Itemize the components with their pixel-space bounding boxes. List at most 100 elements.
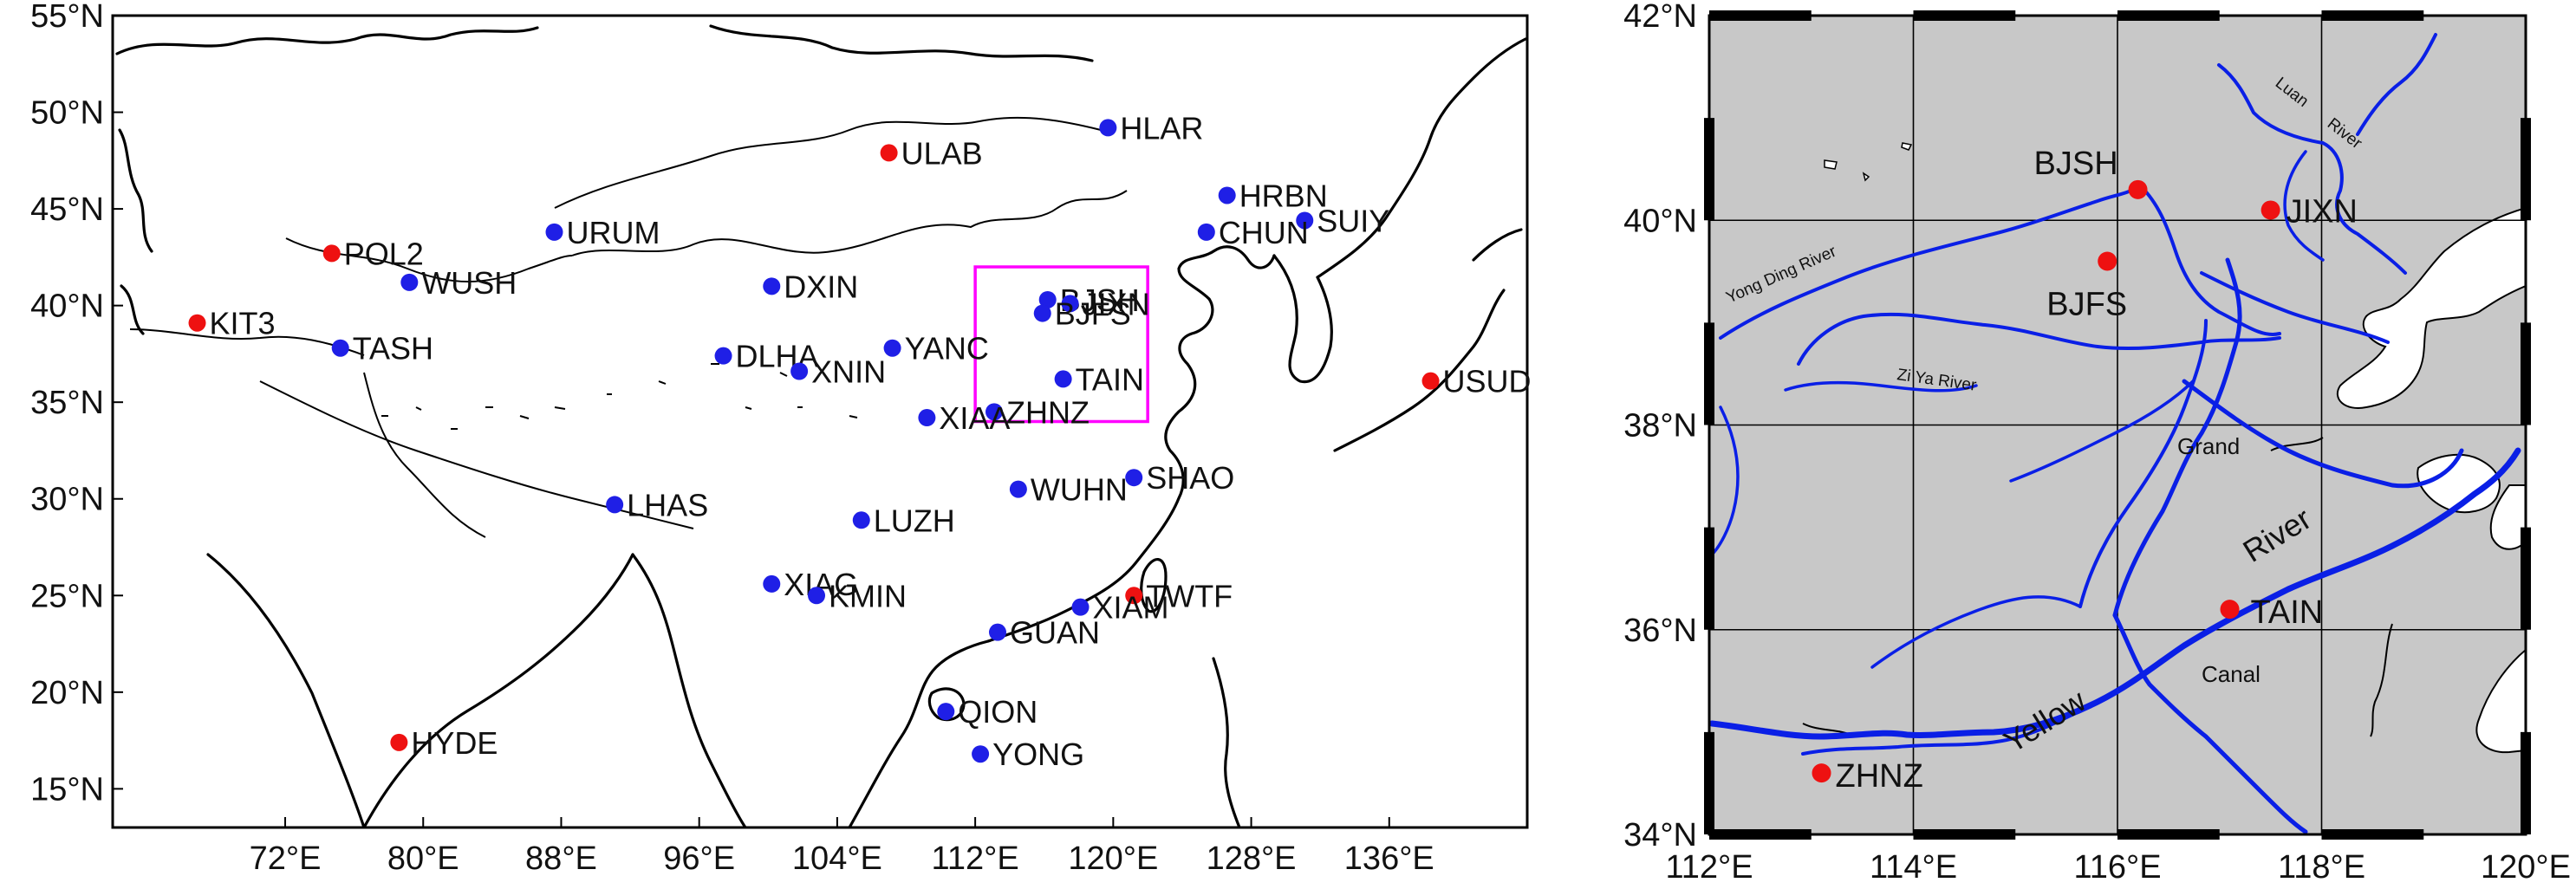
japan-coastline — [1333, 228, 1523, 452]
border-segment — [2521, 527, 2531, 630]
lat-tick-label: 30°N — [30, 482, 104, 518]
lon-tick-label: 120°E — [2481, 849, 2571, 886]
station-marker — [763, 277, 781, 295]
study-area-box — [973, 265, 1149, 424]
small-islands — [1824, 142, 1913, 182]
station-label: KMIN — [829, 578, 907, 613]
eastern-river — [2182, 379, 2464, 489]
station-label: TWTF — [1146, 578, 1233, 613]
rivers — [1709, 33, 2521, 834]
station-marker — [790, 362, 809, 380]
lon-tick-label: 128°E — [1207, 840, 1297, 877]
station-label: LHAS — [627, 487, 708, 522]
bohai-sea — [2336, 206, 2526, 409]
station-marker — [545, 223, 563, 241]
lon-tick-label: 72°E — [250, 840, 322, 877]
station-marker — [1421, 372, 1440, 390]
station-label: XNIN — [811, 354, 886, 389]
station-marker — [1038, 290, 1057, 308]
india-coastline — [206, 553, 634, 827]
station-marker — [808, 587, 826, 605]
korea-coastline — [1272, 254, 1333, 384]
himalaya-border — [259, 380, 694, 529]
yong-ding-river — [1719, 185, 2143, 340]
border-segment — [1913, 10, 2016, 21]
yong-ding-lower — [2139, 185, 2281, 336]
station-label: TAIN — [2251, 594, 2324, 631]
station-label: TASH — [353, 331, 433, 367]
station-label: HLAR — [1120, 110, 1203, 146]
lon-tick-label: 116°E — [2073, 849, 2161, 886]
lon-tick-label: 120°E — [1068, 840, 1158, 877]
left-geography — [115, 24, 1527, 827]
border-segment — [1704, 527, 1714, 630]
station-marker — [2098, 251, 2117, 271]
station-label: USUD — [1443, 364, 1532, 399]
lat-tick-label: 40°N — [30, 289, 104, 325]
lat-tick-label: 42°N — [1623, 0, 1697, 35]
lat-tick-label: 45°N — [30, 191, 104, 228]
bohai-coastline — [1177, 245, 1276, 301]
indochina-coastline — [848, 639, 990, 827]
station-label: BJFS — [1055, 296, 1131, 332]
lat-tick-label: 34°N — [1623, 817, 1697, 853]
station-label: JIXN — [1083, 286, 1150, 321]
river-to-sea — [2200, 271, 2390, 344]
interior-lakes — [381, 363, 858, 430]
border-segment — [2521, 118, 2531, 221]
lon-tick-label: 112°E — [1665, 849, 1753, 886]
border-segment — [1704, 731, 1714, 834]
right-geography — [1709, 16, 2526, 834]
border-segment — [1709, 829, 1812, 840]
station-marker — [852, 511, 870, 529]
left-map-axes: 15°N 20°N 25°N 30°N 35°N 40°N 45°N 50°N 55°N 72°E… — [30, 0, 1434, 877]
border-segment — [1709, 10, 1812, 21]
tributary-central — [2009, 380, 2195, 483]
zi-ya-tributary — [1784, 381, 1978, 393]
station-marker — [400, 273, 419, 291]
station-label: SUIY — [1317, 203, 1389, 238]
border-segment — [1704, 322, 1714, 425]
station-marker — [1125, 587, 1143, 605]
station-marker — [390, 733, 408, 751]
station-label: YANC — [905, 331, 989, 367]
luan-river — [2217, 63, 2407, 275]
india-border — [363, 372, 486, 538]
station-label: QION — [958, 694, 1038, 730]
lat-tick-label: 40°N — [1623, 203, 1697, 239]
border-segment — [2321, 829, 2424, 840]
station-label: ZHNZ — [1836, 758, 1923, 795]
yellow-sea — [2475, 648, 2526, 754]
grand-canal — [2112, 613, 2308, 834]
right-map-checker-border — [1704, 10, 2531, 840]
station-marker — [331, 339, 349, 357]
lon-tick-label: 96°E — [663, 840, 735, 877]
grand-canal-label-2: Canal — [2202, 661, 2261, 687]
border-segment — [2521, 731, 2531, 834]
station-label: LUZH — [874, 503, 955, 538]
right-map-stations: BJSH JIXN BJFS TAIN ZHNZ — [1812, 146, 2358, 795]
station-marker — [763, 574, 781, 593]
philippines-coastline — [1212, 657, 1241, 827]
border-segment — [2117, 829, 2220, 840]
station-label: HRBN — [1239, 178, 1328, 213]
border-segment — [1704, 118, 1714, 221]
lat-tick-label: 35°N — [30, 385, 104, 421]
station-marker — [880, 144, 898, 162]
right-map-axes: 34°N 36°N 38°N 40°N 42°N 112°E 114°E 116°E 118°E… — [1623, 0, 2571, 886]
station-label: SHAO — [1146, 460, 1234, 496]
lon-tick-label: 114°E — [1870, 849, 1957, 886]
station-marker — [322, 244, 341, 263]
station-marker — [986, 403, 1004, 421]
station-label: TAIN — [1076, 361, 1144, 397]
lat-tick-label: 50°N — [30, 95, 104, 132]
grand-canal-label-1: Grand — [2177, 433, 2240, 459]
station-label: HYDE — [411, 725, 498, 761]
station-marker — [988, 623, 1006, 641]
station-label: BJSH — [2034, 146, 2118, 182]
border-segment — [2321, 10, 2424, 21]
station-label: XIAM — [1093, 590, 1169, 626]
lat-tick-label: 36°N — [1623, 613, 1697, 649]
station-label: WUHN — [1031, 472, 1128, 508]
station-marker — [918, 409, 936, 427]
